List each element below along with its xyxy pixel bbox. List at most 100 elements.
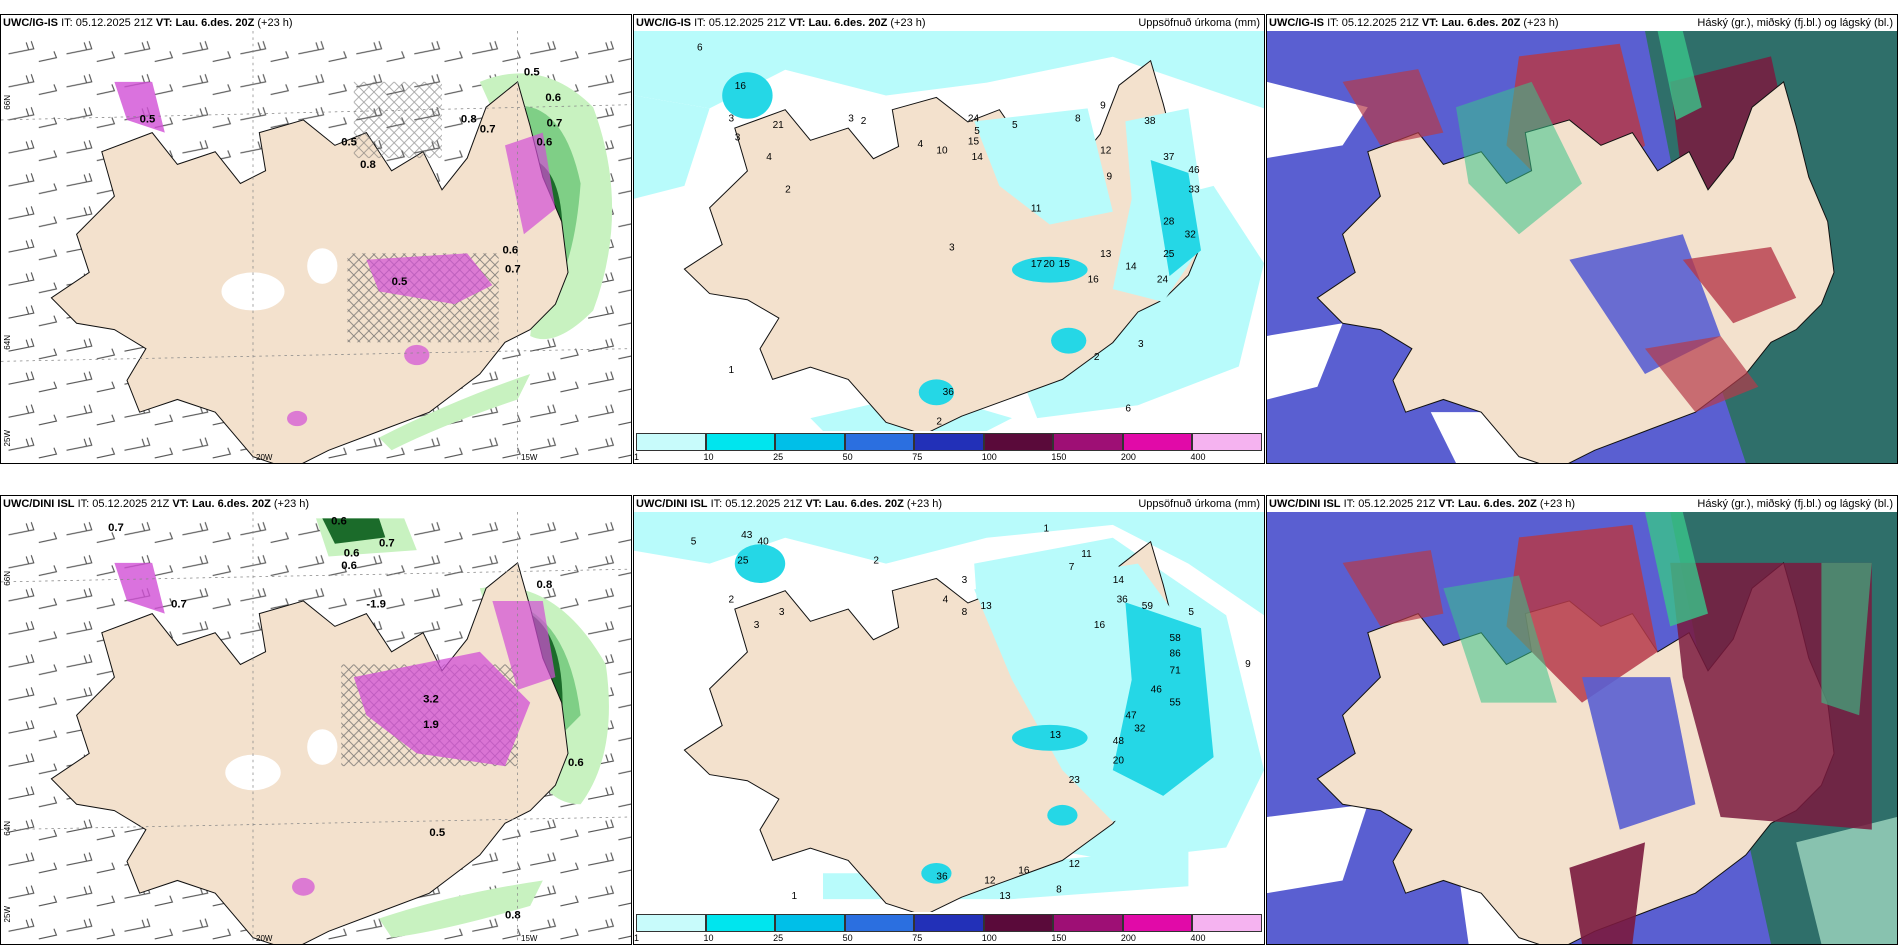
precip-value: 13 (1050, 730, 1062, 741)
init-time: 05.12.2025 21Z (725, 498, 803, 510)
precip-value: 6 (697, 42, 703, 53)
precip-value: 3 (754, 620, 760, 631)
colorbar-tick: 25 (773, 933, 784, 943)
lon-label: 20W (256, 934, 273, 943)
precip-value: 9 (1107, 171, 1113, 182)
precip-value: 5 (1012, 120, 1018, 131)
lat-label: 64N (3, 335, 12, 350)
valid-time: Lau. 6.des. 20Z (1441, 17, 1521, 29)
precip-value: 2 (729, 594, 735, 605)
init-time: 05.12.2025 21Z (75, 17, 153, 29)
map-area: 5 43 25 40 2 3 3 4 8 13 11 14 36 16 59 5… (634, 512, 1264, 912)
precip-value: 6 (1125, 404, 1131, 415)
model-name: UWC/DINI ISL (636, 498, 708, 510)
precip-value: 2 (873, 556, 879, 567)
precip-value: 16 (1018, 865, 1030, 876)
panel-right-title: Háský (gr.), miðský (fj.bl.) og lágský (… (1697, 498, 1893, 510)
precip-value: 11 (1031, 204, 1042, 215)
precip-value: 17 (1031, 259, 1043, 270)
init-time: 05.12.2025 21Z (92, 498, 170, 510)
precip-value: 12 (1069, 859, 1081, 870)
init-time: 05.12.2025 21Z (708, 17, 786, 29)
lon-label: 25W (3, 430, 12, 447)
lon-label: 20W (256, 453, 273, 462)
value-label: 0.6 (331, 516, 347, 528)
value-label: 0.8 (537, 579, 553, 591)
panel-right-title: Háský (gr.), miðský (fj.bl.) og lágský (… (1697, 17, 1893, 29)
value-label: 0.6 (545, 92, 561, 104)
precip-value: 1 (729, 365, 735, 376)
value-label: 0.5 (341, 136, 357, 148)
precip-value: 14 (1113, 575, 1125, 586)
colorbar-segment (983, 433, 1054, 451)
colorbar-tick: 100 (981, 933, 997, 943)
precip-value: 24 (968, 113, 980, 124)
lead-time: (+23 h) (906, 498, 943, 510)
valid-time: Lau. 6.des. 20Z (824, 498, 904, 510)
precip-value: 13 (981, 601, 993, 612)
precip-value: 12 (1100, 145, 1112, 156)
value-label: -1.9 (366, 598, 386, 610)
value-label: 1.9 (423, 719, 439, 731)
colorbar-tick: 25 (773, 452, 784, 462)
precip-value: 15 (968, 136, 980, 147)
colorbar-tick: 200 (1120, 933, 1136, 943)
init-time: 05.12.2025 21Z (1341, 17, 1419, 29)
panel-title: UWC/DINI ISL IT: 05.12.2025 21Z VT: Lau.… (636, 498, 943, 510)
precip-value: 2 (936, 416, 942, 427)
precip-value: 5 (974, 126, 980, 137)
precip-value: 25 (1163, 249, 1175, 260)
precip-value: 36 (943, 387, 955, 398)
precip-value: 32 (1185, 229, 1197, 240)
colorbar-segment (844, 914, 915, 932)
panel-title: UWC/IG-IS IT: 05.12.2025 21Z VT: Lau. 6.… (636, 17, 926, 29)
precip-value: 8 (1056, 885, 1062, 896)
colorbar-segment (636, 914, 706, 932)
map-area (1267, 512, 1897, 944)
precip-value: 36 (1117, 594, 1129, 605)
colorbar-tick: 150 (1051, 933, 1067, 943)
precip-value: 46 (1151, 685, 1163, 696)
value-label: 0.8 (461, 113, 477, 125)
model-name: UWC/IG-IS (1269, 17, 1324, 29)
map-area: 0.6 0.6 0.6 0.7 0.7 0.7 -1.9 3.2 1.9 0.8… (1, 512, 631, 944)
colorbar-tick: 400 (1190, 452, 1206, 462)
colorbar-segment (1053, 433, 1123, 451)
value-label: 0.7 (108, 522, 124, 534)
lead-time: (+23 h) (273, 498, 310, 510)
precip-value: 33 (1188, 184, 1200, 195)
map-area: 6 16 3 3 21 4 2 3 2 4 10 5 24 15 14 5 8 … (634, 31, 1264, 431)
panel-right-title: Uppsöfnuð úrkoma (mm) (1138, 498, 1260, 510)
lon-label: 15W (521, 453, 538, 462)
precip-value: 5 (1188, 607, 1194, 618)
precip-value: 20 (1113, 756, 1125, 767)
colorbar-segment (775, 433, 845, 451)
precip-value: 3 (779, 607, 785, 618)
colorbar-segment (914, 433, 984, 451)
precip-value: 48 (1113, 736, 1125, 747)
value-label: 0.5 (524, 66, 540, 78)
colorbar-segment (705, 433, 776, 451)
precip-value: 25 (737, 556, 749, 567)
precip-value: 13 (999, 891, 1011, 902)
value-label: 0.5 (429, 827, 445, 839)
precip-value: 23 (1069, 775, 1081, 786)
colorbar-segment (844, 433, 915, 451)
colorbar-segment (914, 914, 984, 932)
value-label: 0.5 (392, 276, 408, 288)
value-label: 0.6 (537, 136, 553, 148)
precip-value: 13 (1100, 249, 1112, 260)
colorbar-segment (775, 914, 845, 932)
precip-value: 9 (1100, 100, 1106, 111)
precip-value: 43 (741, 530, 753, 541)
precip-value: 3 (848, 113, 854, 124)
panel-title: UWC/IG-IS IT: 05.12.2025 21Z VT: Lau. 6.… (1269, 17, 1559, 29)
colorbar-segment (1192, 914, 1262, 932)
precip-value: 14 (972, 152, 984, 163)
panel-title: UWC/DINI ISL IT: 05.12.2025 21Z VT: Lau.… (1269, 498, 1576, 510)
colorbar-tick: 50 (842, 933, 853, 943)
precip-value: 2 (1094, 352, 1100, 363)
colorbar-segment (705, 914, 776, 932)
colorbar-segment (1192, 433, 1262, 451)
precip-value: 9 (1245, 659, 1251, 670)
